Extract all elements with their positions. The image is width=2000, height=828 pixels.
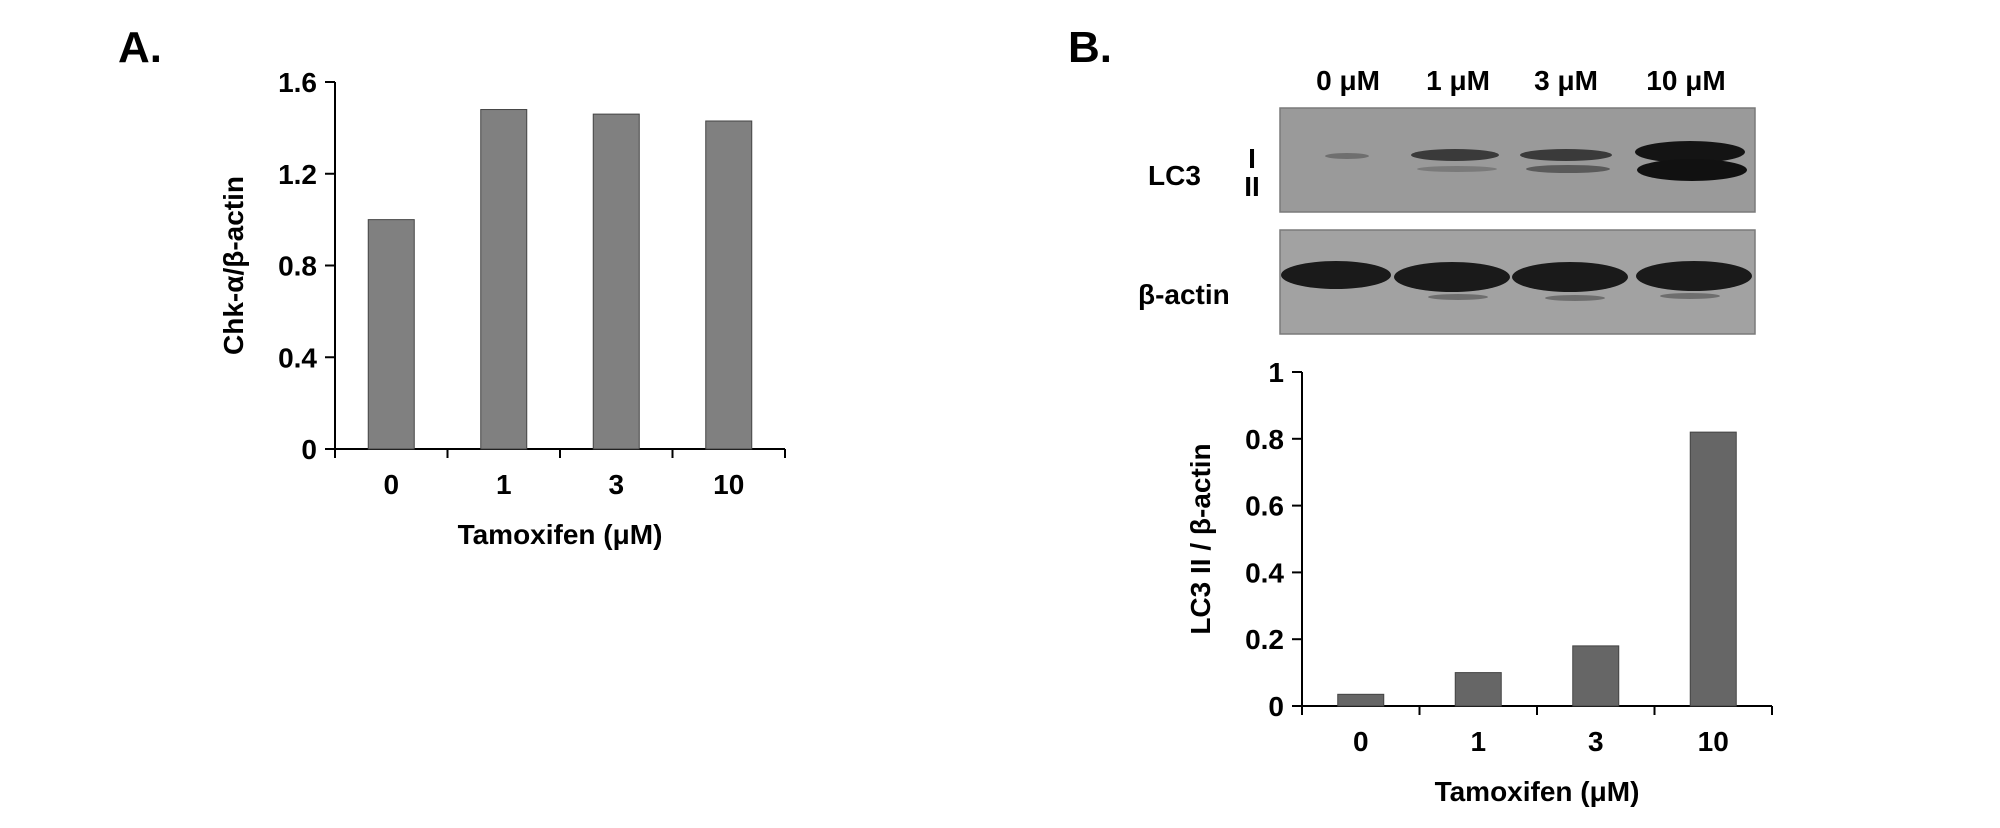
chart-1-bar-1 (1454, 672, 1502, 707)
actin-band (1636, 261, 1752, 291)
chart-0-bar-3 (592, 113, 640, 450)
chart-a: 0 0.4 0.8 1.2 1.6 0 1 3 10 Tamoxifen (μM) Chk-α/β-… (218, 67, 786, 550)
chart-1-bar-3 (1572, 645, 1620, 707)
lc3-i-band (1520, 149, 1612, 161)
chart-0-y-tick-label: 1.6 (278, 67, 317, 98)
chart-1-x-tick-label: 1 (1470, 726, 1486, 757)
lane-label-1: 1 μM (1426, 65, 1490, 96)
chart-0-x-tick-label: 1 (496, 469, 512, 500)
lc3-ii-band (1637, 159, 1747, 181)
lc3-i-band (1411, 149, 1499, 161)
chart-0-x-tick-label: 0 (383, 469, 399, 500)
chart-1-y-axis-title: LC3 II / β-actin (1185, 443, 1216, 634)
chart-1-y-tick-label: 1 (1268, 357, 1284, 388)
chart-1-y-tick-label: 0.8 (1245, 424, 1284, 455)
actin-label: β-actin (1138, 279, 1230, 310)
lc3-i-band (1635, 141, 1745, 163)
chart-0-y-tick-label: 0.4 (278, 342, 317, 373)
lane-label-0: 0 μM (1316, 65, 1380, 96)
chart-0-y-tick-label: 0.8 (278, 251, 317, 282)
lane-label-2: 3 μM (1534, 65, 1598, 96)
chart-1-y-tick-label: 0.2 (1245, 624, 1284, 655)
chart-1-bar-0 (1337, 693, 1385, 707)
lc3-label: LC3 (1148, 160, 1201, 191)
chart-1-x-axis-title: Tamoxifen (μM) (1435, 776, 1640, 807)
chart-0-bar-10 (705, 120, 753, 450)
lc3-i-band (1325, 153, 1369, 159)
chart-0-x-tick-label: 10 (713, 469, 744, 500)
panel-b-letter: B. (1068, 23, 1112, 72)
lc3-band-label-ii: II (1244, 171, 1260, 202)
chart-0-bar-0 (367, 219, 415, 450)
lc3-ii-band (1417, 166, 1497, 172)
chart-1-y-tick-label: 0.4 (1245, 557, 1284, 588)
actin-band (1512, 262, 1628, 292)
chart-0-y-axis-title: Chk-α/β-actin (218, 176, 249, 355)
actin-band (1394, 262, 1510, 292)
chart-1-x-tick-label: 10 (1698, 726, 1729, 757)
lc3-band-label-i: I (1248, 143, 1256, 174)
actin-blot-strip (1279, 229, 1756, 335)
chart-1-x-tick-label: 3 (1588, 726, 1604, 757)
lc3-ii-band (1526, 165, 1610, 173)
lane-label-3: 10 μM (1646, 65, 1725, 96)
chart-0-x-axis-title: Tamoxifen (μM) (458, 519, 663, 550)
western-blot: 0 μM 1 μM 3 μM 10 μM LC3 I II (1138, 65, 1756, 335)
panel-a-letter: A. (118, 23, 162, 72)
chart-0-y-tick-label: 0 (301, 434, 317, 465)
lc3-blot-strip (1279, 107, 1756, 213)
chart-1-y-tick-label: 0 (1268, 691, 1284, 722)
actin-band (1281, 261, 1391, 289)
chart-0-y-tick-label: 1.2 (278, 159, 317, 190)
chart-0-bar-1 (480, 109, 528, 450)
chart-1-bar-10 (1689, 431, 1737, 707)
chart-1-y-tick-label: 0.6 (1245, 491, 1284, 522)
chart-1-x-tick-label: 0 (1353, 726, 1369, 757)
chart-0-x-tick-label: 3 (608, 469, 624, 500)
